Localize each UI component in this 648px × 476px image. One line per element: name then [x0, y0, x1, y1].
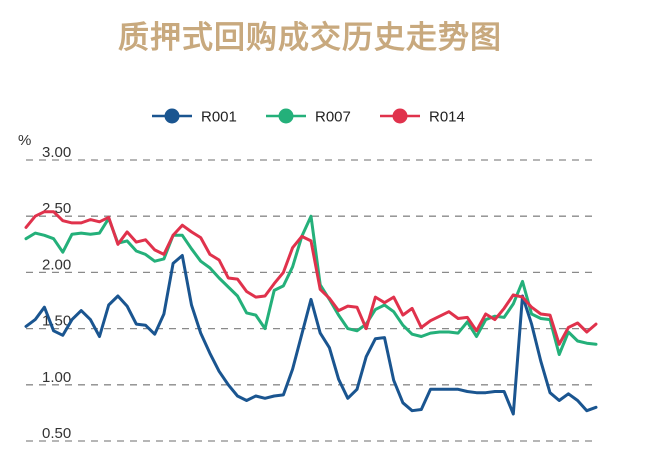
series-line-r007 [24, 214, 598, 356]
y-tick-label: 2.00 [42, 256, 71, 273]
legend-item-r014[interactable]: R014 [380, 108, 465, 126]
legend-label: R014 [429, 109, 465, 126]
y-tick-label: 3.00 [42, 144, 71, 161]
legend-swatch-dot [392, 108, 408, 124]
series-line-r014 [24, 210, 598, 346]
y-axis-ticks: 0.501.001.502.002.503.00 [42, 144, 71, 442]
y-axis-label: % [18, 132, 31, 149]
legend-swatch-dot [164, 108, 180, 124]
chart-title: 质押式回购成交历史走势图 [118, 20, 502, 56]
legend: R001 R007 R014 [152, 108, 465, 126]
y-tick-label: 0.50 [42, 425, 71, 442]
series-lines [24, 210, 598, 416]
y-tick-label: 1.00 [42, 369, 71, 386]
legend-item-r007[interactable]: R007 [266, 108, 351, 126]
legend-swatch-dot [278, 108, 294, 124]
series-line-r001 [24, 254, 598, 416]
legend-label: R001 [201, 109, 237, 126]
legend-item-r001[interactable]: R001 [152, 108, 237, 126]
legend-label: R007 [315, 109, 351, 126]
